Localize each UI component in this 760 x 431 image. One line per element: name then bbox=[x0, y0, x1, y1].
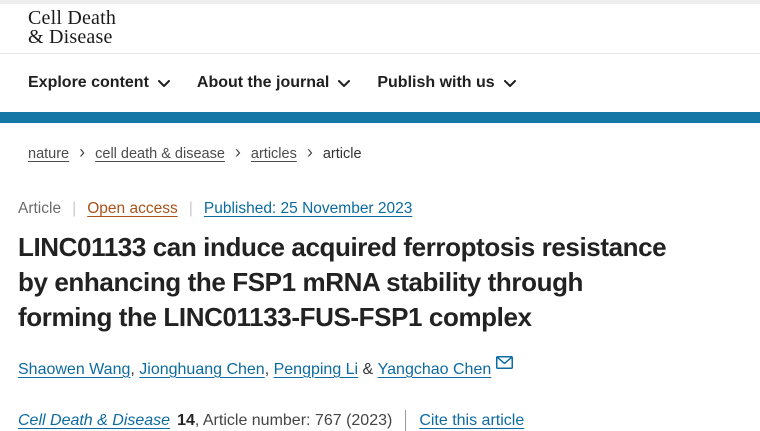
nav-item-explore-content[interactable]: Explore content bbox=[28, 73, 170, 93]
chevron-right-icon: › bbox=[234, 142, 241, 162]
chevron-down-icon bbox=[157, 75, 170, 93]
author-link-shaowen-wang[interactable]: Shaowen Wang bbox=[18, 360, 131, 378]
author-separator: , bbox=[264, 360, 274, 378]
author-link-jionghuang-chen[interactable]: Jionghuang Chen bbox=[139, 360, 265, 378]
citation-divider bbox=[405, 410, 407, 431]
breadcrumb: nature › cell death & disease › articles… bbox=[28, 143, 760, 164]
meta-separator: | bbox=[72, 200, 77, 217]
breadcrumb-link-cell-death-disease[interactable]: cell death & disease bbox=[95, 145, 225, 162]
meta-separator: | bbox=[188, 200, 193, 217]
nav-item-label: Publish with us bbox=[377, 74, 495, 91]
journal-volume: 14 bbox=[177, 411, 195, 429]
main-navigation: Explore content About the journal Publis… bbox=[0, 54, 760, 112]
article-title-line: LINC01133 can induce acquired ferroptosi… bbox=[18, 232, 667, 262]
nav-item-publish-with-us[interactable]: Publish with us bbox=[377, 73, 516, 93]
article-meta-row: Article | Open access | Published: 25 No… bbox=[18, 200, 750, 218]
journal-logo[interactable]: Cell Death & Disease bbox=[28, 7, 117, 48]
author-separator: & bbox=[358, 360, 378, 378]
article-type-label: Article bbox=[18, 200, 62, 217]
article-header: Article | Open access | Published: 25 No… bbox=[0, 200, 760, 431]
author-link-pengping-li[interactable]: Pengping Li bbox=[273, 360, 359, 378]
nav-item-label: About the journal bbox=[196, 74, 330, 91]
article-number-text: , Article number: 767 (2023) bbox=[194, 411, 393, 429]
journal-accent-bar bbox=[0, 112, 760, 123]
citation-line: Cell Death & Disease 14 , Article number… bbox=[18, 410, 750, 431]
cite-this-article-link[interactable]: Cite this article bbox=[419, 411, 525, 429]
envelope-icon[interactable] bbox=[496, 356, 514, 374]
article-title: LINC01133 can induce acquired ferroptosi… bbox=[18, 230, 750, 335]
top-strip bbox=[0, 0, 760, 4]
masthead: Cell Death & Disease bbox=[0, 4, 760, 54]
breadcrumb-current-article: article bbox=[322, 145, 362, 162]
author-list: Shaowen Wang , Jionghuang Chen , Pengpin… bbox=[18, 356, 750, 383]
nav-item-about-the-journal[interactable]: About the journal bbox=[196, 73, 351, 93]
open-access-link[interactable]: Open access bbox=[87, 200, 178, 217]
article-title-line: forming the LINC01133-FUS-FSP1 complex bbox=[18, 302, 532, 332]
breadcrumb-link-nature[interactable]: nature bbox=[28, 145, 70, 162]
breadcrumb-link-articles[interactable]: articles bbox=[250, 145, 297, 162]
article-title-line: by enhancing the FSP1 mRNA stability thr… bbox=[18, 267, 584, 297]
chevron-down-icon bbox=[338, 75, 351, 93]
journal-logo-line2: & Disease bbox=[28, 26, 113, 48]
chevron-right-icon: › bbox=[306, 142, 313, 162]
journal-name-link[interactable]: Cell Death & Disease bbox=[18, 411, 171, 429]
chevron-down-icon bbox=[503, 75, 516, 93]
published-date-link[interactable]: Published: 25 November 2023 bbox=[203, 200, 413, 217]
author-link-yangchao-chen[interactable]: Yangchao Chen bbox=[377, 360, 492, 378]
chevron-right-icon: › bbox=[79, 142, 86, 162]
nav-item-label: Explore content bbox=[28, 74, 149, 91]
author-separator: , bbox=[130, 360, 140, 378]
journal-logo-line1: Cell Death bbox=[28, 7, 117, 29]
